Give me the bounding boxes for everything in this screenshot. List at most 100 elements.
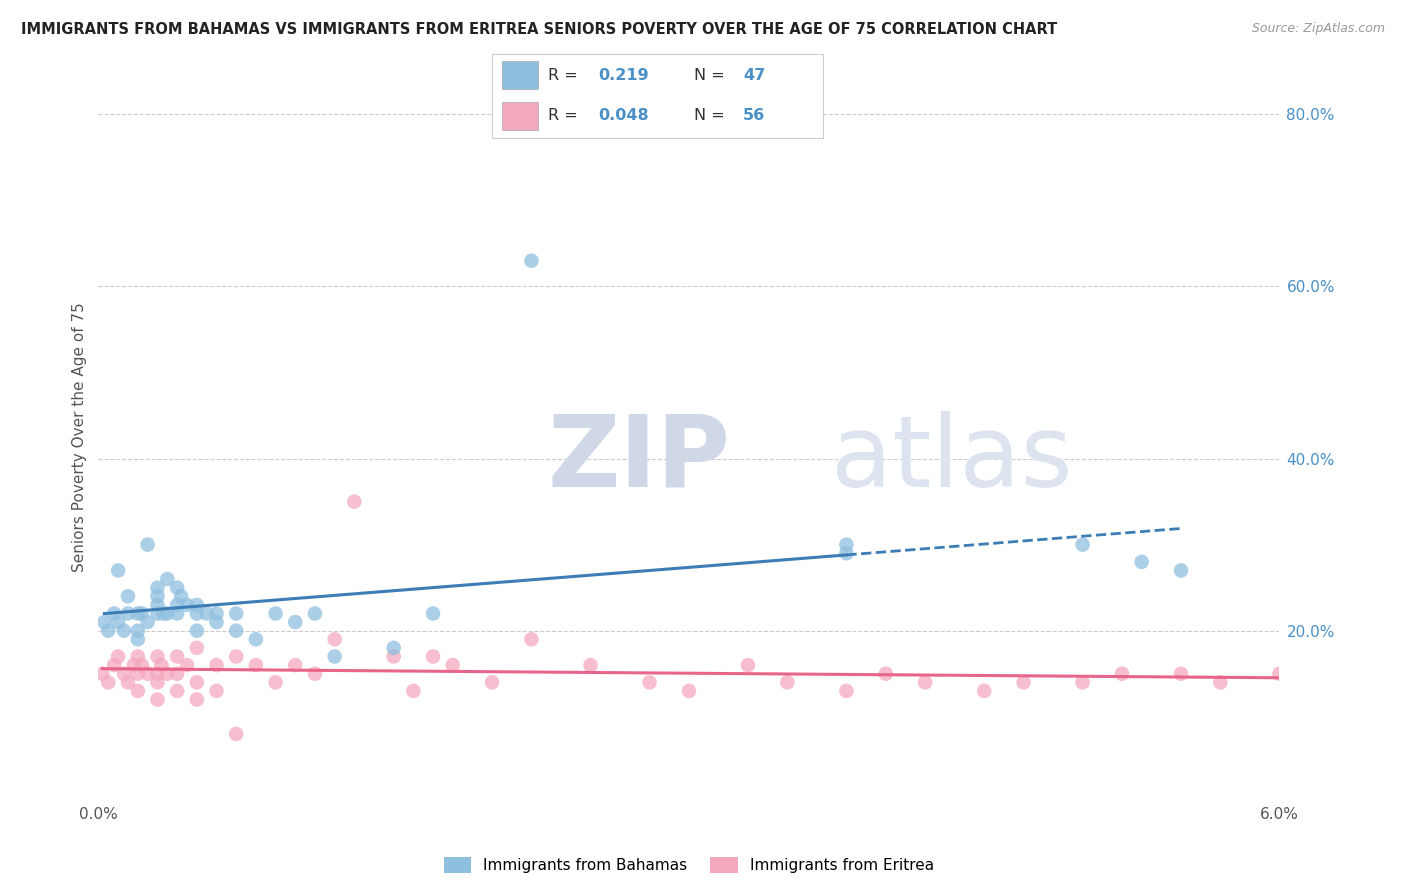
Point <box>127 624 149 638</box>
Point <box>382 640 405 655</box>
Point <box>146 607 169 621</box>
Point <box>973 684 995 698</box>
Text: IMMIGRANTS FROM BAHAMAS VS IMMIGRANTS FROM ERITREA SENIORS POVERTY OVER THE AGE : IMMIGRANTS FROM BAHAMAS VS IMMIGRANTS FR… <box>21 22 1057 37</box>
Point <box>225 607 247 621</box>
Point <box>737 658 759 673</box>
Point <box>122 658 145 673</box>
Point <box>1170 564 1192 578</box>
Point <box>91 666 114 681</box>
Point <box>117 607 139 621</box>
Point <box>520 632 543 647</box>
Point <box>156 666 179 681</box>
Point <box>136 538 159 552</box>
Point <box>1130 555 1153 569</box>
Point <box>264 675 287 690</box>
Point <box>127 607 149 621</box>
Point <box>186 607 208 621</box>
Point <box>146 598 169 612</box>
Point <box>146 581 169 595</box>
Point <box>152 607 174 621</box>
Point <box>1111 666 1133 681</box>
Point <box>186 692 208 706</box>
Point <box>195 607 218 621</box>
Point <box>225 649 247 664</box>
Point <box>156 607 179 621</box>
Point <box>127 684 149 698</box>
Point <box>638 675 661 690</box>
Point <box>343 494 366 508</box>
Text: ZIP: ZIP <box>547 410 730 508</box>
Point <box>131 658 153 673</box>
Point <box>264 607 287 621</box>
Point <box>225 624 247 638</box>
Point <box>117 589 139 603</box>
Point <box>520 253 543 268</box>
Point <box>382 649 405 664</box>
Point <box>1170 666 1192 681</box>
Point <box>166 607 188 621</box>
Point <box>284 615 307 629</box>
Point <box>186 624 208 638</box>
Point <box>205 684 228 698</box>
Point <box>156 572 179 586</box>
Point <box>579 658 602 673</box>
Text: 47: 47 <box>744 68 765 83</box>
Point <box>1012 675 1035 690</box>
FancyBboxPatch shape <box>502 62 538 89</box>
Point <box>205 607 228 621</box>
Point <box>225 727 247 741</box>
Text: atlas: atlas <box>831 410 1073 508</box>
Point <box>146 692 169 706</box>
Point <box>1209 675 1232 690</box>
Point <box>1071 675 1094 690</box>
Point <box>835 684 858 698</box>
Point <box>97 624 120 638</box>
Point <box>166 684 188 698</box>
Point <box>1268 666 1291 681</box>
Point <box>422 607 444 621</box>
Point <box>146 589 169 603</box>
Point <box>107 564 129 578</box>
Point <box>166 666 188 681</box>
Point <box>166 598 188 612</box>
Text: R =: R = <box>548 68 583 83</box>
Text: N =: N = <box>693 108 730 123</box>
Text: N =: N = <box>693 68 730 83</box>
Point <box>186 598 208 612</box>
Point <box>245 658 267 673</box>
Point <box>166 581 188 595</box>
Legend: Immigrants from Bahamas, Immigrants from Eritrea: Immigrants from Bahamas, Immigrants from… <box>437 851 941 880</box>
Point <box>117 675 139 690</box>
Point <box>422 649 444 664</box>
Point <box>146 666 169 681</box>
Point <box>176 658 198 673</box>
Point <box>127 632 149 647</box>
Text: 0.048: 0.048 <box>598 108 648 123</box>
Point <box>678 684 700 698</box>
Point <box>131 607 153 621</box>
Point <box>304 607 326 621</box>
FancyBboxPatch shape <box>502 102 538 130</box>
Point <box>284 658 307 673</box>
Point <box>176 598 198 612</box>
Y-axis label: Seniors Poverty Over the Age of 75: Seniors Poverty Over the Age of 75 <box>72 302 87 572</box>
Point <box>97 675 120 690</box>
Text: Source: ZipAtlas.com: Source: ZipAtlas.com <box>1251 22 1385 36</box>
Point <box>107 649 129 664</box>
Point <box>136 666 159 681</box>
Point <box>136 615 159 629</box>
Point <box>481 675 503 690</box>
Point <box>835 538 858 552</box>
Point <box>914 675 936 690</box>
Text: R =: R = <box>548 108 583 123</box>
Point <box>205 658 228 673</box>
Point <box>323 632 346 647</box>
Point <box>146 649 169 664</box>
Point <box>127 666 149 681</box>
Text: 0.219: 0.219 <box>598 68 648 83</box>
Point <box>112 624 135 638</box>
Point <box>304 666 326 681</box>
Point <box>150 658 173 673</box>
Point <box>103 607 125 621</box>
Point <box>205 615 228 629</box>
